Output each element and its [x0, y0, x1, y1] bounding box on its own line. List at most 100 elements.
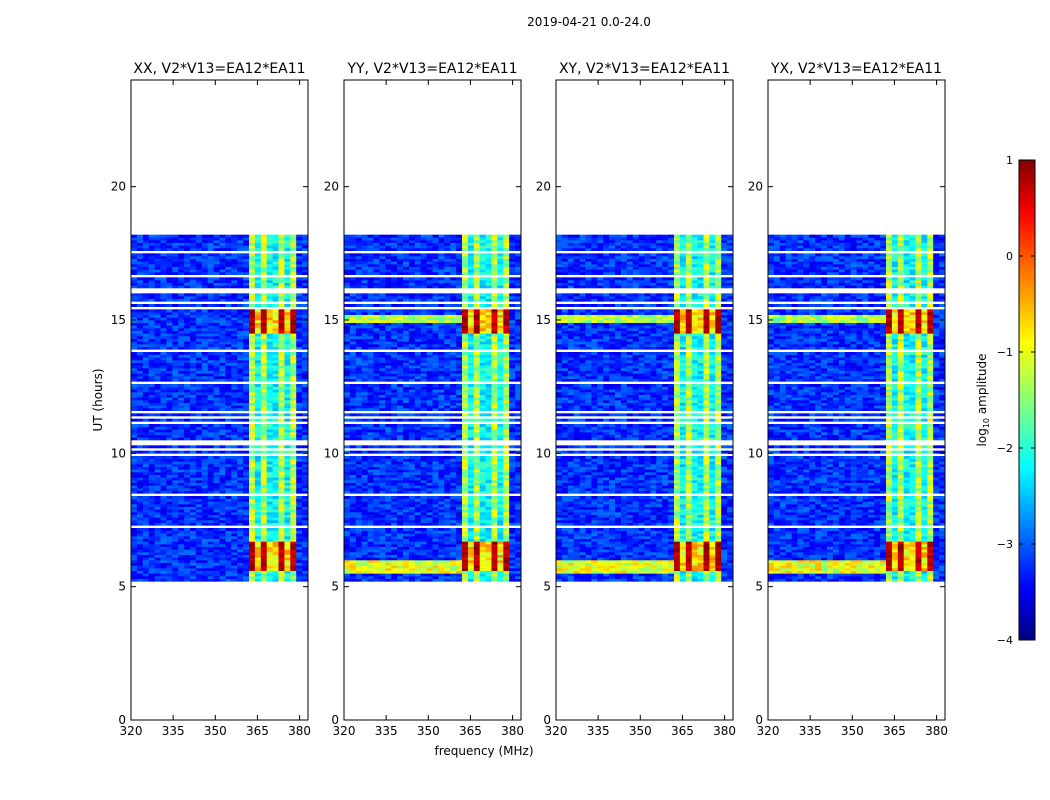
- heatmap-cell: [195, 437, 203, 441]
- heatmap-cell: [426, 568, 433, 571]
- heatmap-cell: [213, 261, 220, 265]
- heatmap-cell: [344, 437, 351, 441]
- heatmap-cell: [373, 549, 380, 553]
- heatmap-cell: [284, 498, 291, 502]
- heatmap-cell: [201, 330, 209, 334]
- heatmap-cell: [190, 418, 197, 422]
- heatmap-cell: [136, 560, 144, 563]
- heatmap-cell: [184, 434, 191, 438]
- heatmap-cell: [379, 434, 386, 438]
- heatmap-cell: [172, 389, 179, 393]
- heatmap-cell: [154, 360, 161, 363]
- heatmap-cell: [485, 554, 492, 558]
- heatmap-cell: [408, 464, 416, 467]
- heatmap-cell: [207, 429, 214, 433]
- heatmap-cell: [225, 394, 232, 398]
- heatmap-cell: [178, 408, 185, 411]
- heatmap-cell: [296, 272, 303, 275]
- heatmap-cell: [344, 424, 351, 427]
- heatmap-cell: [195, 277, 203, 281]
- heatmap-cell: [160, 333, 167, 337]
- heatmap-cell: [420, 466, 427, 470]
- heatmap-cell: [249, 424, 256, 427]
- heatmap-cell: [391, 429, 398, 433]
- heatmap-cell: [379, 445, 386, 449]
- heatmap-cell: [225, 461, 232, 465]
- heatmap-cell: [456, 450, 463, 454]
- heatmap-cell: [231, 325, 238, 329]
- heatmap-cell: [172, 360, 179, 363]
- heatmap-cell: [479, 549, 486, 553]
- heatmap-cell: [249, 541, 256, 545]
- heatmap-cell: [296, 282, 303, 286]
- heatmap-cell: [290, 485, 297, 489]
- heatmap-cell: [355, 541, 363, 545]
- heatmap-cell: [231, 285, 238, 289]
- heatmap-cell: [160, 469, 167, 473]
- heatmap-cell: [260, 426, 268, 430]
- heatmap-cell: [278, 240, 285, 243]
- heatmap-cell: [432, 482, 439, 486]
- heatmap-cell: [426, 512, 433, 515]
- heatmap-cell: [456, 504, 463, 507]
- heatmap-cell: [231, 570, 238, 574]
- heatmap-cell: [249, 261, 256, 265]
- heatmap-cell: [148, 568, 155, 571]
- heatmap-cell: [467, 445, 475, 449]
- heatmap-cell: [379, 424, 386, 427]
- heatmap-cell: [237, 237, 244, 241]
- heatmap-cell: [462, 469, 469, 473]
- heatmap-cell: [426, 570, 433, 574]
- heatmap-cell: [225, 309, 232, 313]
- heatmap-cell: [414, 437, 422, 441]
- heatmap-cell: [432, 533, 439, 537]
- heatmap-cell: [302, 389, 309, 393]
- heatmap-cell: [136, 509, 144, 513]
- heatmap-cell: [278, 389, 285, 393]
- heatmap-cell: [379, 509, 386, 513]
- heatmap-cell: [485, 450, 492, 454]
- heatmap-cell: [231, 466, 238, 470]
- heatmap-cell: [237, 461, 244, 465]
- heatmap-cell: [231, 549, 238, 553]
- heatmap-cell: [408, 573, 416, 577]
- heatmap-cell: [266, 280, 273, 283]
- heatmap-cell: [278, 280, 285, 283]
- heatmap-cell: [225, 530, 232, 534]
- heatmap-cell: [166, 344, 173, 347]
- heatmap-cell: [272, 578, 279, 582]
- heatmap-cell: [456, 501, 463, 505]
- heatmap-cell: [136, 328, 144, 331]
- heatmap-cell: [172, 544, 179, 547]
- heatmap-cell: [166, 520, 173, 523]
- heatmap-cell: [450, 528, 457, 531]
- heatmap-cell: [296, 549, 303, 553]
- heatmap-cell: [361, 477, 368, 481]
- heatmap-cell: [397, 474, 404, 478]
- heatmap-cell: [213, 445, 220, 449]
- heatmap-cell: [195, 517, 203, 521]
- heatmap-cell: [142, 344, 150, 347]
- heatmap-cell: [249, 304, 256, 307]
- heatmap-cell: [254, 344, 262, 347]
- heatmap-cell: [184, 293, 191, 297]
- heatmap-cell: [166, 354, 173, 358]
- heatmap-cell: [237, 490, 244, 494]
- heatmap-cell: [509, 520, 516, 523]
- heatmap-cell: [148, 266, 155, 270]
- heatmap-cell: [231, 424, 238, 427]
- heatmap-cell: [148, 352, 155, 355]
- heatmap-cell: [178, 304, 185, 307]
- heatmap-cell: [367, 461, 374, 465]
- heatmap-cell: [219, 344, 226, 347]
- figure-suptitle: 2019-04-21 0.0-24.0: [527, 15, 651, 29]
- heatmap-cell: [284, 304, 291, 307]
- heatmap-cell: [491, 568, 498, 571]
- heatmap-cell: [172, 317, 179, 321]
- heatmap-cell: [284, 509, 291, 513]
- heatmap-cell: [237, 541, 244, 545]
- heatmap-cell: [266, 325, 273, 329]
- heatmap-cell: [450, 437, 457, 441]
- heatmap-cell: [178, 312, 185, 315]
- heatmap-cell: [231, 552, 238, 555]
